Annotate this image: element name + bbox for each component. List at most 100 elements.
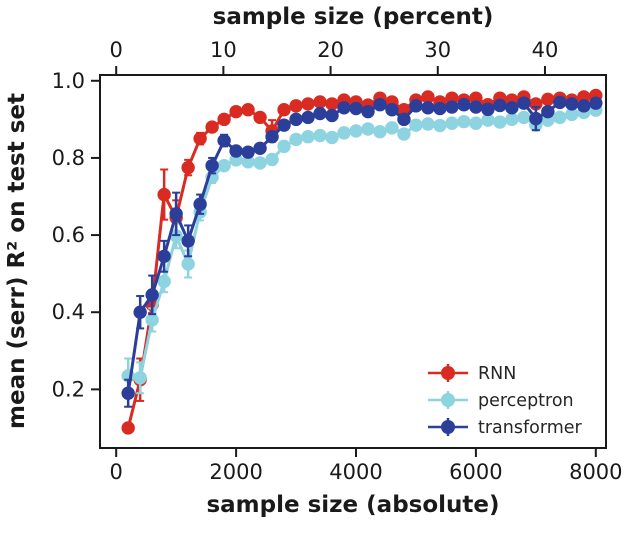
series-line-perceptron: [127, 108, 597, 380]
data-point-transformer: [313, 106, 327, 121]
data-point-transformer: [349, 101, 363, 116]
legend-marker-RNN: [441, 366, 455, 380]
top-tick-label: 40: [532, 38, 559, 62]
data-point-RNN: [157, 187, 171, 202]
data-point-RNN: [241, 103, 255, 117]
data-point-perceptron: [445, 116, 459, 130]
bottom-axis-title: sample size (absolute): [206, 492, 499, 518]
bottom-tick-label: 2000: [209, 460, 262, 484]
data-point-RNN: [193, 131, 207, 146]
top-tick-label: 10: [210, 38, 237, 62]
data-point-transformer: [289, 112, 303, 127]
data-point-transformer: [565, 97, 579, 111]
data-point-perceptron: [325, 130, 339, 145]
data-point-transformer: [481, 102, 495, 117]
legend-marker-transformer: [441, 420, 455, 434]
data-point-perceptron: [253, 156, 267, 170]
top-axis-title: sample size (percent): [213, 4, 494, 30]
data-point-transformer: [373, 98, 387, 112]
data-point-transformer: [517, 96, 531, 110]
data-point-transformer: [409, 99, 423, 113]
data-point-perceptron: [481, 113, 495, 127]
data-point-transformer: [337, 101, 351, 115]
data-point-RNN: [541, 92, 555, 107]
data-point-transformer: [265, 130, 279, 144]
data-point-RNN: [217, 112, 231, 127]
data-point-transformer: [385, 103, 399, 117]
data-point-RNN: [181, 160, 195, 175]
data-point-transformer: [397, 112, 411, 127]
data-point-RNN: [325, 97, 339, 111]
legend-label-RNN: RNN: [478, 364, 516, 384]
data-point-perceptron: [469, 116, 483, 130]
data-point-RNN: [397, 103, 411, 117]
y-axis-title: mean (serr) R² on test set: [4, 93, 30, 429]
data-point-transformer: [433, 101, 447, 116]
data-point-transformer: [457, 98, 471, 112]
data-point-transformer: [361, 104, 375, 119]
legend-marker-perceptron: [441, 393, 455, 407]
data-point-transformer: [505, 101, 519, 115]
data-point-perceptron: [421, 117, 435, 131]
data-point-transformer: [169, 207, 183, 221]
top-tick-label: 30: [424, 38, 451, 62]
data-series: [121, 88, 603, 435]
data-point-RNN: [121, 421, 135, 435]
data-point-perceptron: [385, 121, 399, 135]
data-point-transformer: [193, 197, 207, 211]
data-point-perceptron: [277, 139, 291, 154]
data-point-transformer: [469, 100, 483, 114]
data-point-perceptron: [301, 130, 315, 144]
data-point-perceptron: [409, 118, 423, 132]
data-point-RNN: [313, 95, 327, 109]
data-point-perceptron: [493, 115, 507, 129]
data-point-transformer: [493, 98, 507, 113]
plot-border: [99, 74, 607, 449]
data-point-transformer: [589, 96, 603, 110]
data-point-RNN: [205, 120, 219, 134]
data-point-perceptron: [505, 112, 519, 127]
data-point-RNN: [421, 90, 435, 104]
data-point-perceptron: [517, 110, 531, 125]
bottom-tick-label: 6000: [449, 460, 502, 484]
data-point-RNN: [253, 110, 267, 125]
data-point-RNN: [301, 97, 315, 111]
data-point-transformer: [145, 288, 159, 302]
legend: RNN perceptron transformer: [428, 364, 583, 438]
data-point-transformer: [181, 234, 195, 248]
data-point-transformer: [217, 133, 231, 148]
data-point-transformer: [301, 110, 315, 125]
data-point-perceptron: [157, 274, 171, 289]
data-point-transformer: [541, 104, 555, 119]
data-point-perceptron: [553, 110, 567, 125]
data-point-transformer: [445, 100, 459, 114]
data-point-perceptron: [397, 127, 411, 141]
data-point-transformer: [133, 305, 147, 319]
data-point-perceptron: [265, 152, 279, 167]
data-point-perceptron: [565, 107, 579, 122]
top-tick-label: 0: [109, 38, 122, 62]
data-point-perceptron: [337, 126, 351, 140]
data-point-perceptron: [217, 158, 231, 173]
bottom-tick-label: 0: [109, 460, 122, 484]
bottom-tick-label: 4000: [329, 460, 382, 484]
data-point-RNN: [289, 99, 303, 113]
plot-frame: [99, 74, 607, 449]
data-point-transformer: [253, 141, 267, 155]
data-point-perceptron: [181, 257, 195, 271]
data-point-transformer: [229, 144, 243, 158]
left-tick-label: 0.8: [52, 146, 85, 170]
data-point-perceptron: [241, 155, 255, 169]
data-point-perceptron: [457, 114, 471, 129]
data-point-perceptron: [313, 128, 327, 143]
data-point-transformer: [157, 249, 171, 263]
legend-label-transformer: transformer: [478, 418, 583, 438]
data-point-transformer: [577, 99, 591, 113]
bottom-tick-label: 8000: [569, 460, 622, 484]
data-point-transformer: [325, 108, 339, 123]
data-point-perceptron: [133, 371, 147, 385]
legend-label-perceptron: perceptron: [478, 391, 574, 411]
data-point-perceptron: [361, 122, 375, 136]
data-point-transformer: [205, 158, 219, 173]
